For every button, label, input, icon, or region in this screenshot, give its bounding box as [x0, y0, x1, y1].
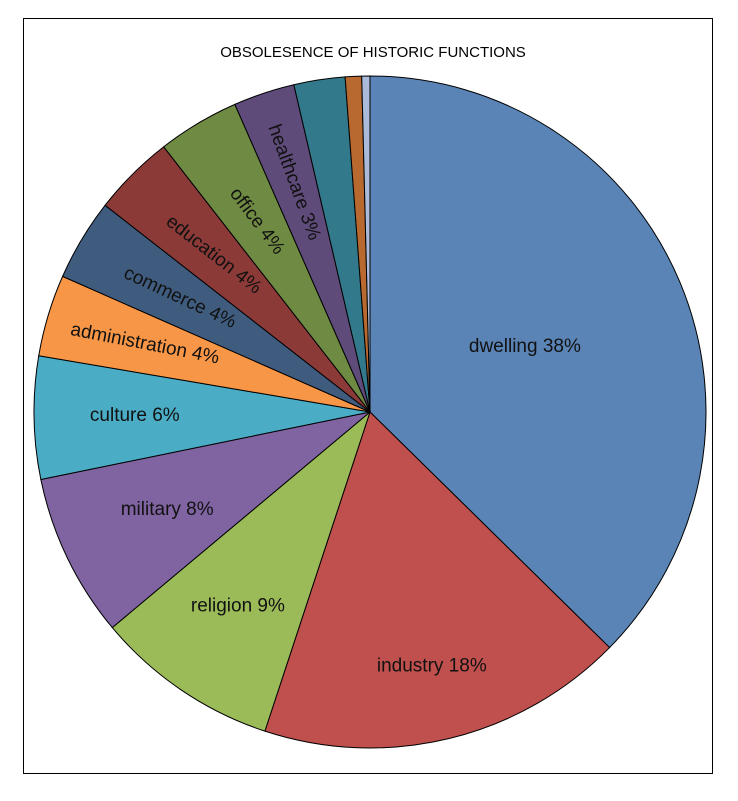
pie-slice [264, 411, 611, 749]
slice-label: culture 6% [90, 405, 180, 426]
chart-frame: OBSOLESENCE OF HISTORIC FUNCTIONS dwelli… [23, 18, 713, 774]
slice-label: dwelling 38% [469, 336, 581, 357]
slice-label: industry 18% [377, 656, 487, 677]
pie-chart: OBSOLESENCE OF HISTORIC FUNCTIONS dwelli… [33, 44, 707, 749]
chart-title: OBSOLESENCE OF HISTORIC FUNCTIONS [220, 44, 526, 61]
pie-slice [369, 75, 707, 649]
pie-slice [40, 411, 371, 629]
pie-slice [33, 355, 371, 481]
pie-slice [361, 75, 371, 413]
pie-slice [111, 410, 372, 732]
pie-slices [33, 75, 707, 749]
slice-label: religion 9% [191, 596, 285, 617]
slice-label: military 8% [121, 499, 214, 520]
